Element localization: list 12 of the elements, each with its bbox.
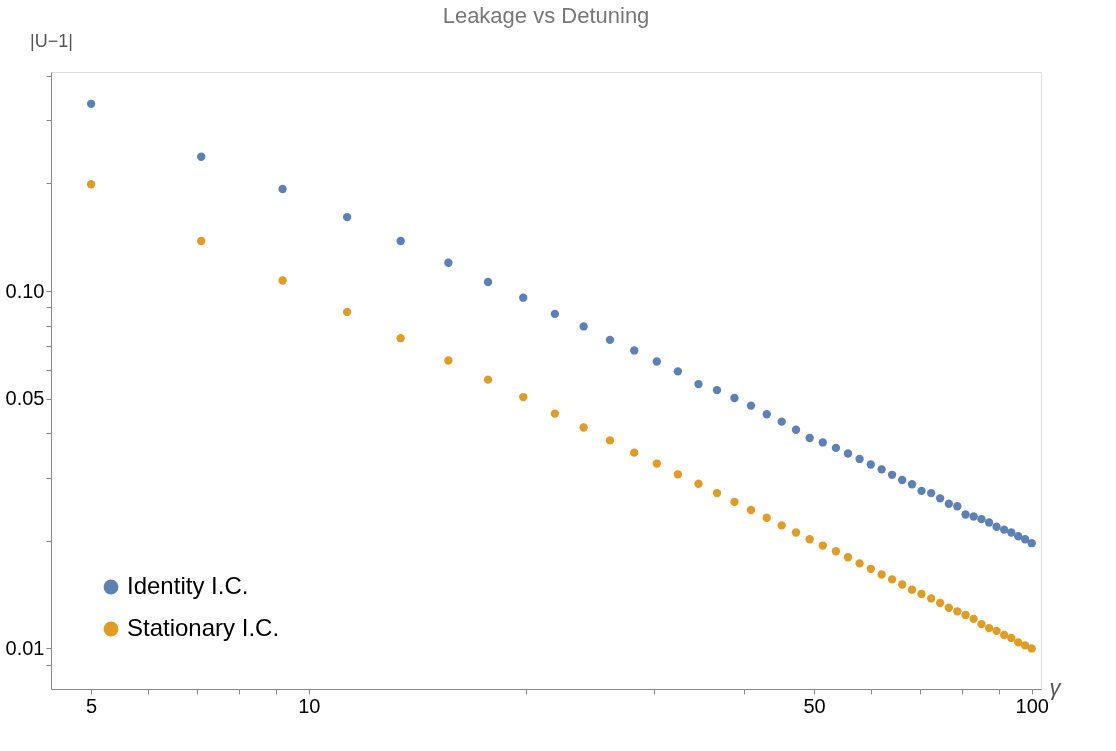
y-axis-title: |U−1| — [30, 30, 73, 51]
x-axis-title: γ — [1049, 674, 1063, 700]
y-tick-label: 0.10 — [5, 279, 45, 302]
x-tick-label: 100 — [1015, 694, 1049, 717]
y-tick-label: 0.05 — [5, 387, 45, 410]
x-tick-label: 5 — [86, 694, 98, 717]
legend-label: Stationary I.C. — [127, 614, 280, 641]
x-tick-label: 10 — [298, 694, 321, 717]
x-tick-label: 50 — [803, 694, 826, 717]
chart-title: Leakage vs Detuning — [442, 3, 650, 28]
legend-label: Identity I.C. — [127, 572, 249, 599]
y-tick-label: 0.01 — [5, 636, 45, 659]
